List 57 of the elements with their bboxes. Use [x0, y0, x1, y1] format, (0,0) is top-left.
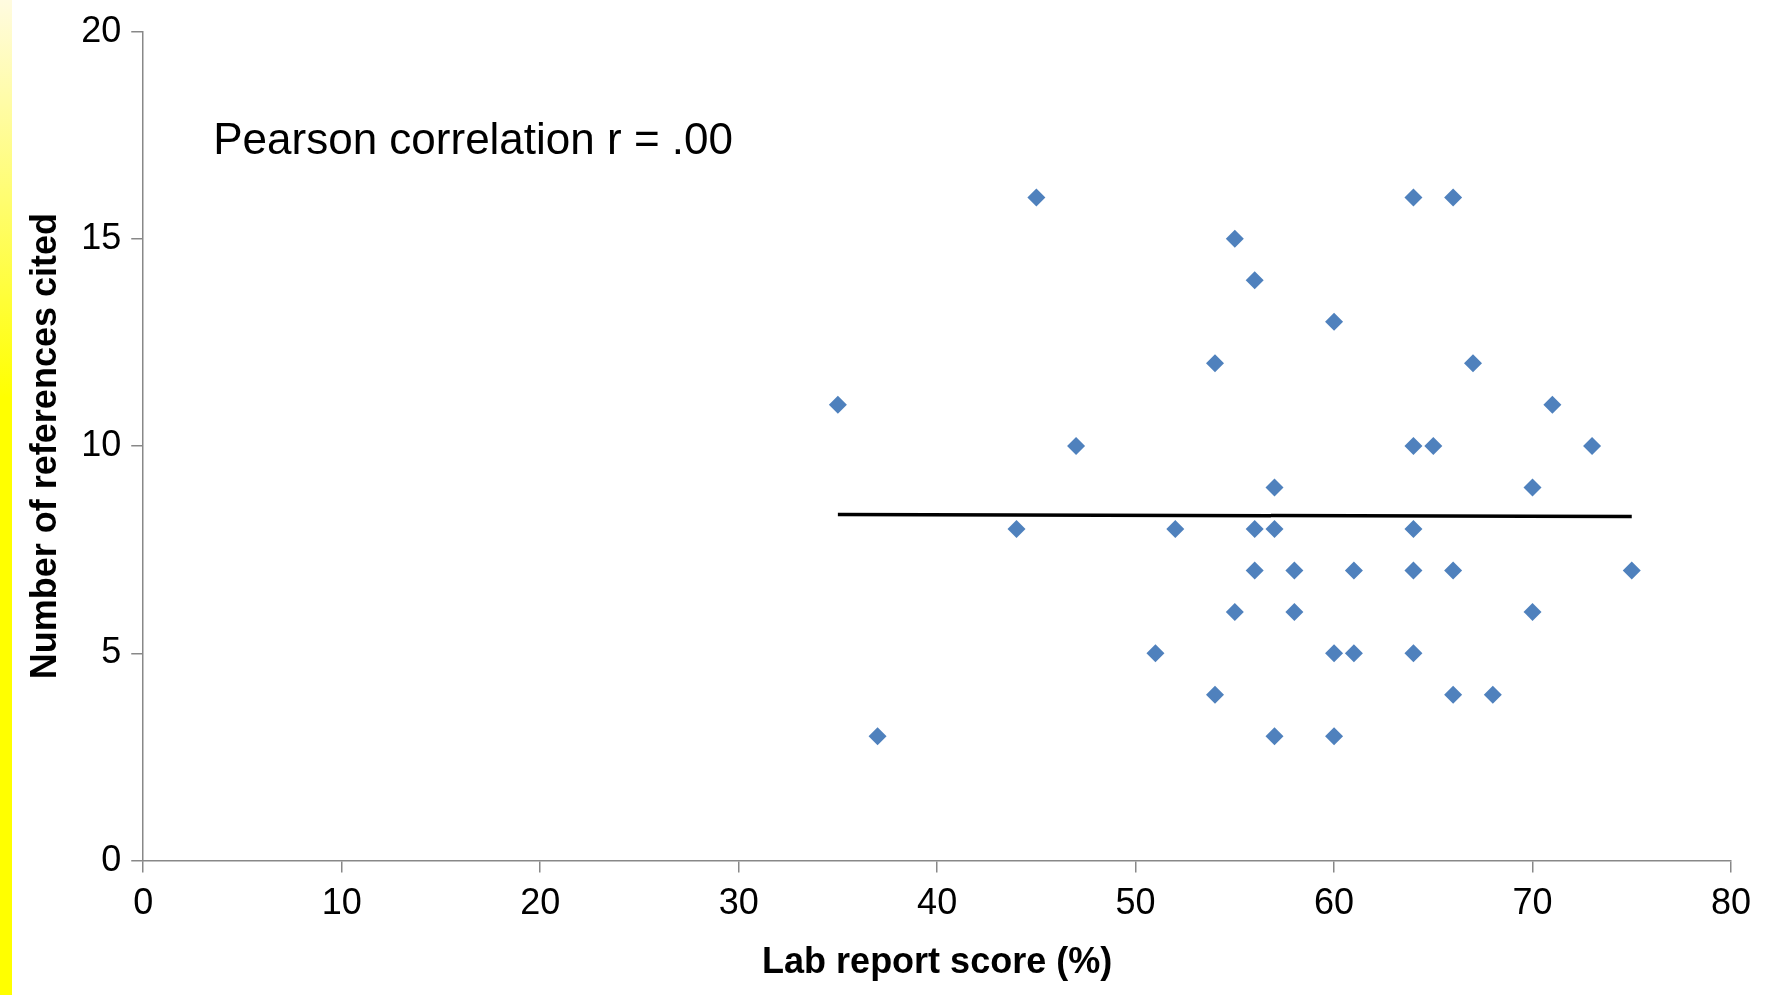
point [1622, 561, 1641, 580]
point [1483, 685, 1502, 704]
point [1225, 229, 1244, 248]
point [1245, 561, 1264, 580]
x-tick-label: 40 [917, 881, 958, 923]
y-tick-label: 15 [81, 215, 122, 257]
annotation: Pearson correlation r = .00 [213, 113, 733, 163]
point [1027, 188, 1046, 207]
point [1404, 437, 1423, 456]
point [1424, 437, 1443, 456]
point [1245, 271, 1264, 290]
point [1404, 644, 1423, 663]
point [828, 395, 847, 414]
point [1344, 644, 1363, 663]
y-tick-label: 5 [101, 630, 122, 672]
point [1067, 437, 1086, 456]
point [868, 727, 887, 746]
point [1285, 561, 1304, 580]
x-tick-label: 70 [1512, 881, 1553, 923]
point [1205, 685, 1224, 704]
point [1325, 644, 1344, 663]
point [1166, 520, 1185, 538]
x-axis-title: Lab report score (%) [762, 940, 1113, 982]
x-tick-label: 10 [321, 881, 362, 923]
point [1265, 727, 1284, 746]
point [1444, 685, 1463, 704]
x-tick-label: 0 [133, 881, 154, 923]
x-tick-label: 60 [1314, 881, 1355, 923]
point [1523, 602, 1542, 621]
point [1444, 561, 1463, 580]
point [1404, 520, 1423, 538]
point [1444, 188, 1463, 207]
x-tick-label: 80 [1710, 881, 1752, 923]
point [1543, 395, 1562, 414]
point [1245, 520, 1264, 538]
point [1265, 520, 1284, 538]
point [1265, 478, 1284, 497]
point [1007, 520, 1026, 538]
point [1583, 437, 1602, 456]
point [1463, 354, 1482, 373]
point [1325, 312, 1344, 331]
point [1404, 561, 1423, 580]
point [1205, 354, 1224, 373]
point [1285, 602, 1304, 621]
point [1344, 561, 1363, 580]
x-tick-label: 50 [1115, 881, 1156, 923]
point [1523, 478, 1542, 497]
x-tick-label: 30 [718, 881, 759, 923]
y-tick-label: 0 [101, 837, 122, 879]
y-tick-label: 10 [81, 423, 122, 465]
y-tick-label: 20 [81, 8, 122, 50]
point [1325, 727, 1344, 746]
point [1404, 188, 1423, 207]
point [1225, 602, 1244, 621]
point [1146, 644, 1165, 663]
x-tick-label: 20 [520, 881, 561, 923]
y-axis-title: Number of references cited [22, 213, 64, 680]
